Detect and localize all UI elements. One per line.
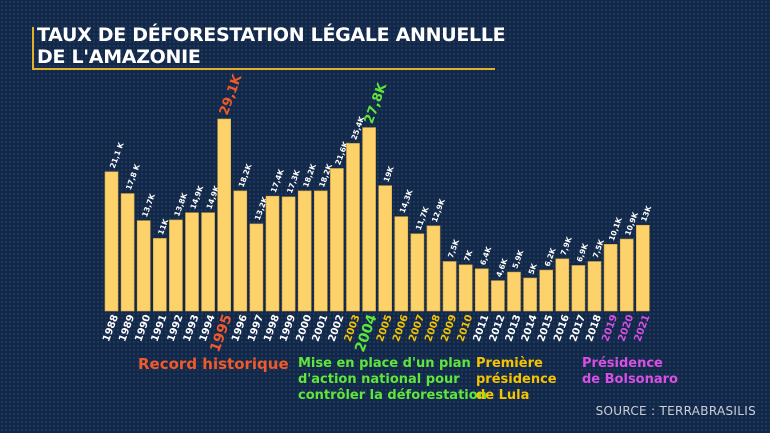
value-label-2009: 7,5K bbox=[446, 237, 461, 259]
value-label-2010: 7K bbox=[462, 248, 475, 263]
value-label-1988: 21,1 K bbox=[108, 140, 126, 169]
value-label-2004: 27,8K bbox=[362, 80, 391, 126]
bar-1997 bbox=[249, 223, 264, 312]
bar-2006 bbox=[394, 216, 409, 312]
value-label-1999: 17,3K bbox=[285, 167, 302, 194]
bar-2015 bbox=[539, 269, 554, 312]
bar-1995 bbox=[217, 118, 231, 312]
value-label-2013: 5,9K bbox=[510, 248, 525, 270]
bar-2004 bbox=[362, 127, 376, 312]
bar-1991 bbox=[153, 238, 167, 312]
annotation-line: Première bbox=[476, 356, 543, 371]
bar-2011 bbox=[474, 268, 489, 312]
bar-2013 bbox=[507, 271, 521, 312]
value-label-2000: 18,2K bbox=[301, 162, 318, 189]
annotation-line: de Lula bbox=[476, 388, 530, 403]
value-label-2014: 5K bbox=[527, 261, 540, 276]
value-label-2016: 7,9K bbox=[559, 234, 574, 256]
bar-1998 bbox=[265, 195, 280, 312]
bar-2009 bbox=[442, 261, 457, 312]
value-label-1995: 29,1K bbox=[217, 72, 246, 118]
title-line-2: DE L'AMAZONIE bbox=[37, 46, 201, 68]
bar-2001 bbox=[313, 190, 328, 312]
annotation-line: présidence bbox=[476, 372, 557, 387]
bar-1993 bbox=[185, 212, 199, 312]
bar-2014 bbox=[523, 277, 537, 312]
annotation-line: Présidence bbox=[582, 356, 663, 371]
value-label-2017: 6,9K bbox=[575, 241, 590, 263]
bar-1990 bbox=[136, 220, 151, 312]
bar-2012 bbox=[491, 280, 505, 312]
bar-2017 bbox=[571, 265, 586, 312]
value-label-1990: 13,7K bbox=[140, 191, 157, 218]
bar-1999 bbox=[281, 196, 296, 312]
bar-2007 bbox=[410, 233, 425, 312]
bar-2021 bbox=[635, 224, 650, 312]
value-label-2005: 19K bbox=[382, 164, 396, 183]
bar-1994 bbox=[201, 212, 215, 312]
value-label-2019: 10,1K bbox=[607, 215, 624, 242]
bar-2008 bbox=[426, 225, 441, 312]
annotation-line: de Bolsonaro bbox=[582, 372, 678, 387]
annotation-line: d'action national pour bbox=[298, 372, 460, 387]
value-label-1991: 11K bbox=[156, 217, 170, 236]
value-label-2011: 6,4K bbox=[478, 244, 493, 266]
bar-2010 bbox=[458, 264, 473, 312]
value-label-1993: 14,9K bbox=[188, 183, 205, 210]
bar-1992 bbox=[169, 219, 183, 312]
value-label-2008: 12,9K bbox=[430, 197, 447, 224]
bar-2005 bbox=[378, 185, 393, 312]
chart-title: TAUX DE DÉFORESTATION LÉGALE ANNUELLE DE… bbox=[37, 24, 506, 68]
bar-2016 bbox=[555, 258, 570, 312]
bar-2019 bbox=[603, 244, 618, 312]
bar-1996 bbox=[233, 190, 248, 312]
value-label-1996: 18,2K bbox=[237, 162, 254, 189]
title-line-1: TAUX DE DÉFORESTATION LÉGALE ANNUELLE bbox=[37, 24, 506, 46]
bar-1988 bbox=[104, 171, 119, 312]
value-label-2006: 14,3K bbox=[398, 187, 415, 214]
bar-2000 bbox=[297, 190, 312, 312]
value-label-1998: 17,4K bbox=[269, 167, 286, 194]
annotation-lula: Première présidence de Lula bbox=[476, 356, 557, 404]
annotation-action-plan: Mise en place d'un plan d'action nationa… bbox=[298, 356, 487, 404]
bar-2002 bbox=[330, 168, 344, 312]
annotation-record: Record historique bbox=[138, 355, 289, 373]
bar-2018 bbox=[587, 261, 602, 312]
annotation-line: contrôler la déforestation bbox=[298, 388, 487, 403]
bar-2020 bbox=[619, 238, 634, 312]
bar-1989 bbox=[120, 193, 135, 312]
annotation-line: Mise en place d'un plan bbox=[298, 356, 471, 371]
annotation-bolsonaro: Présidence de Bolsonaro bbox=[582, 356, 678, 388]
source-credit: SOURCE : TERRABRASILIS bbox=[595, 404, 756, 418]
bar-2003 bbox=[346, 143, 360, 312]
title-frame bbox=[32, 27, 495, 70]
value-label-1989: 17,8 K bbox=[124, 162, 142, 191]
value-label-2021: 13K bbox=[639, 203, 653, 222]
